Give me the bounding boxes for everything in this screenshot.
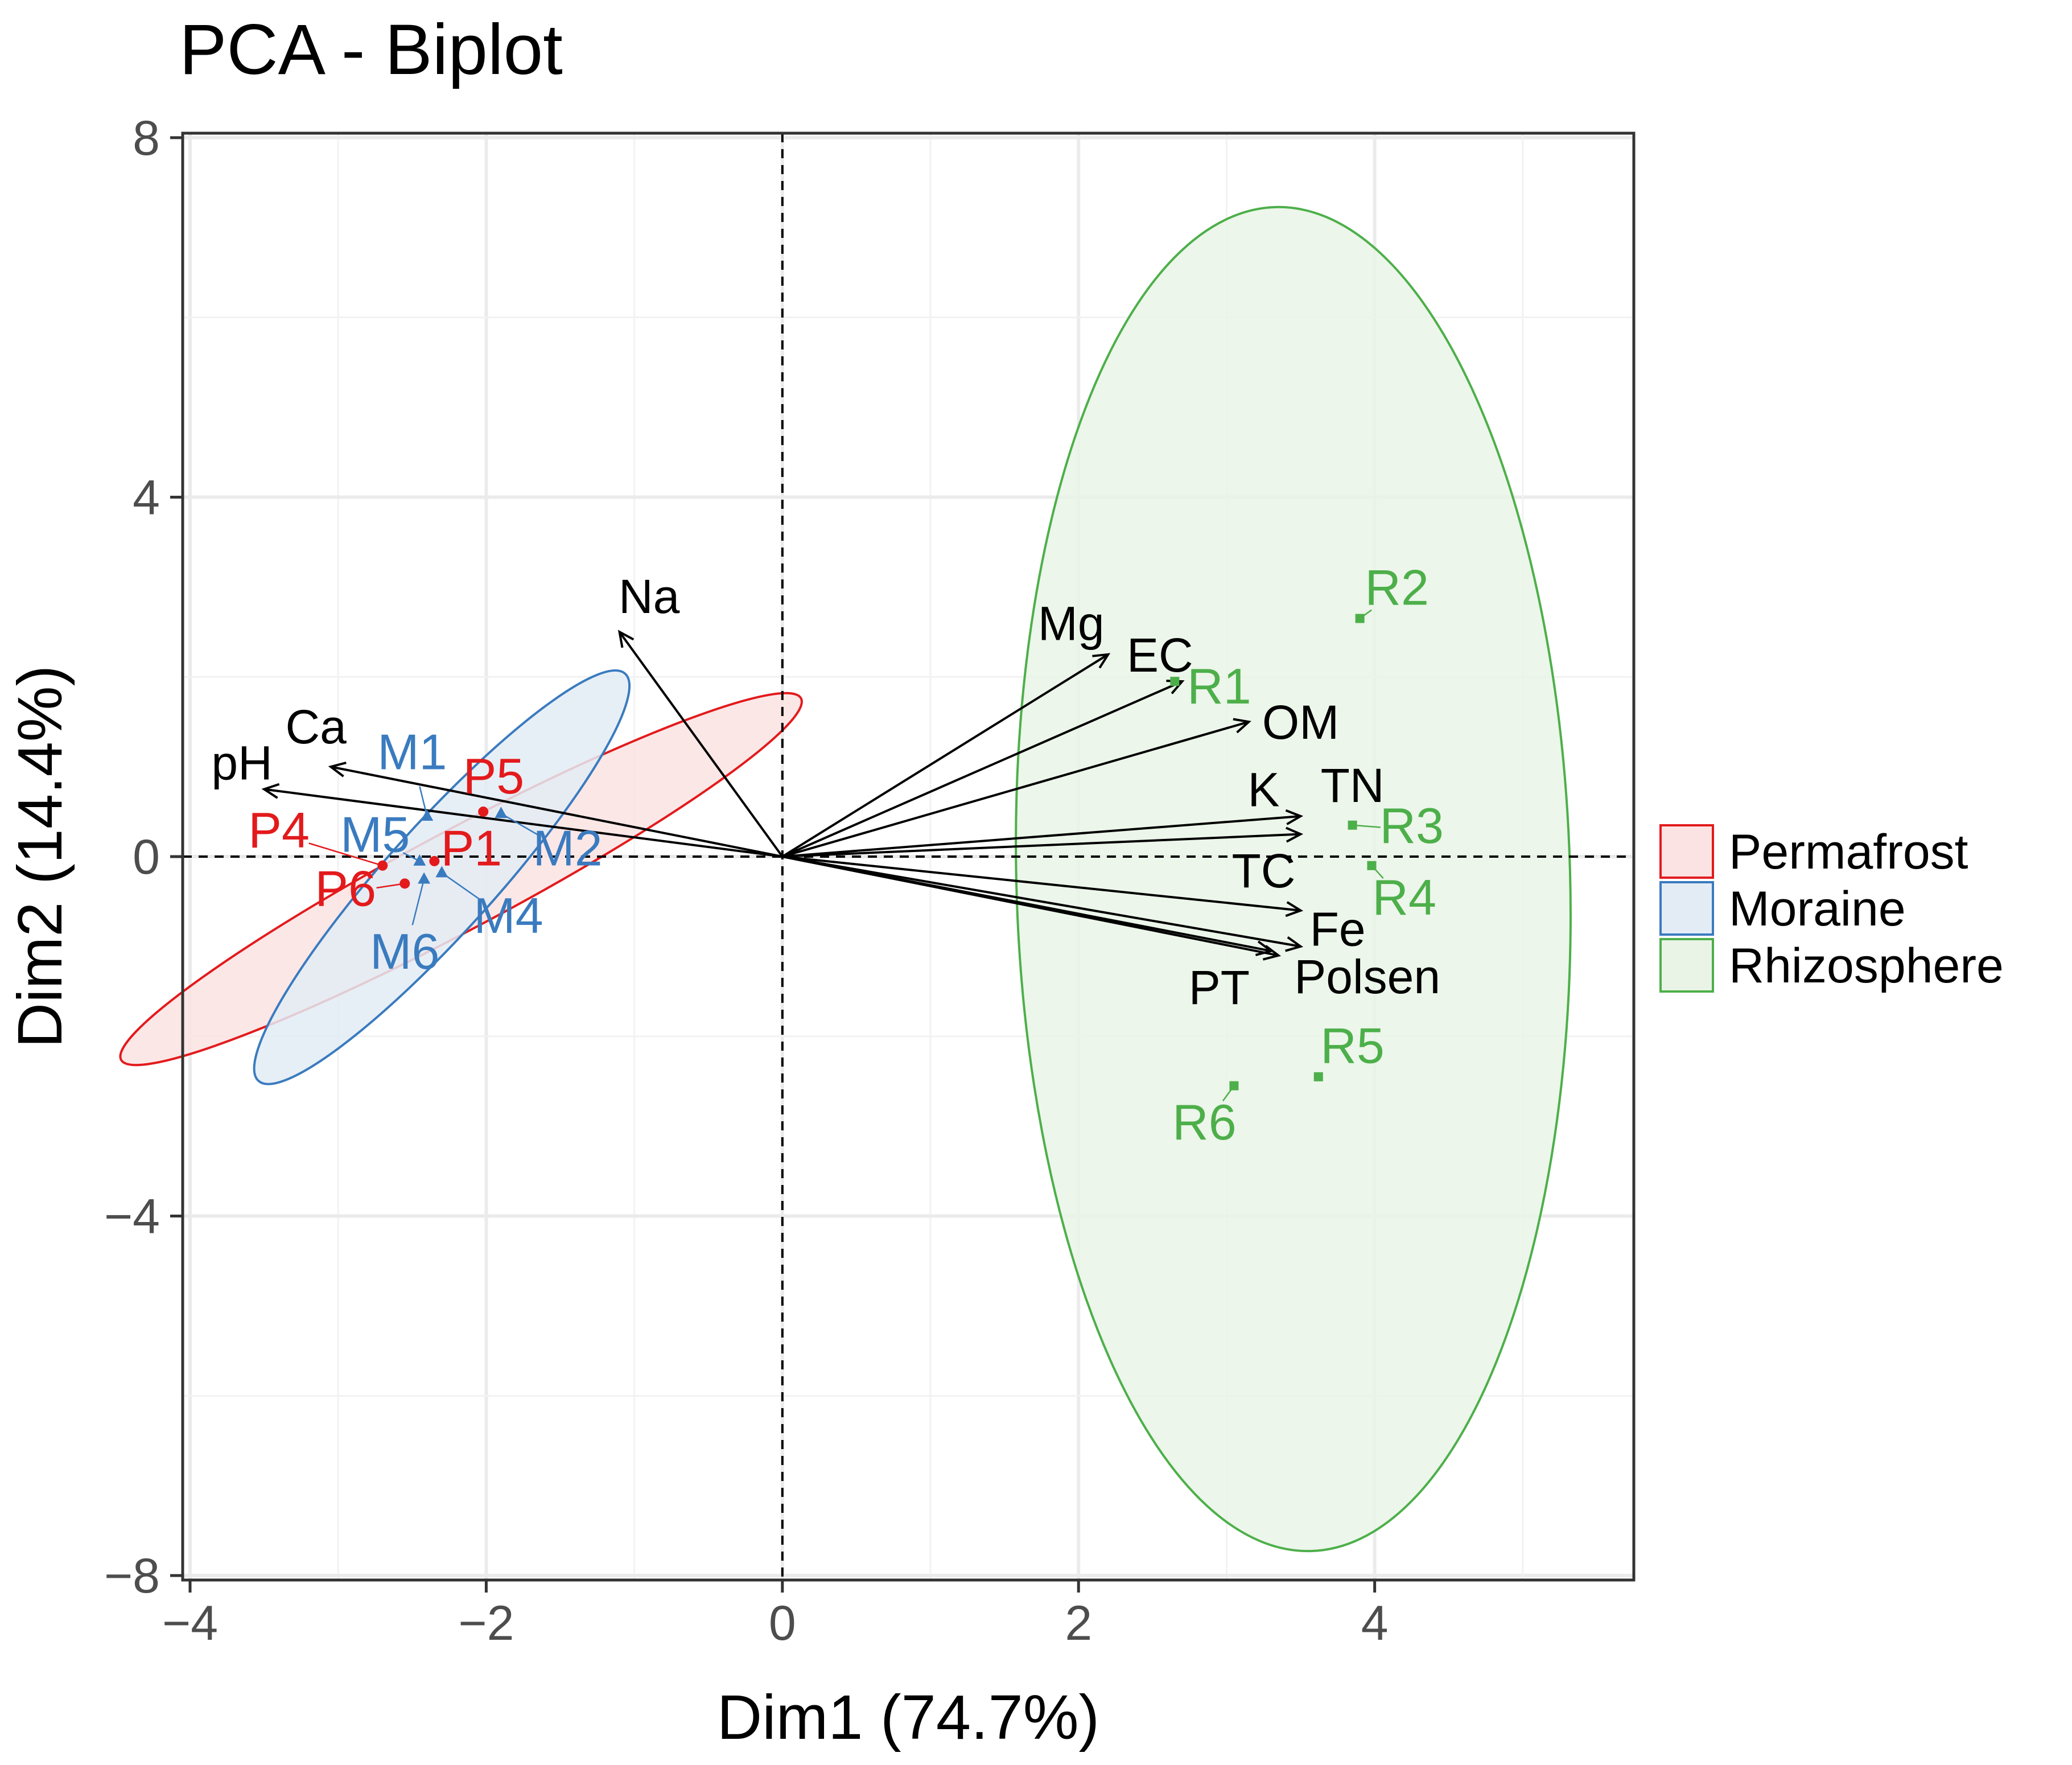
arrowhead-mg xyxy=(1092,653,1111,669)
point-label-r5: R5 xyxy=(1320,1018,1385,1074)
chart-title: PCA - Biplot xyxy=(179,10,563,89)
label-leader-r3 xyxy=(1352,824,1381,828)
point-label-p1: P1 xyxy=(441,820,502,876)
point-p5 xyxy=(478,807,489,817)
point-labels: P1 P4 P5 P6 M1 M2 M4 M5 M6 R1 R2 R3 R4 R5 R6 xyxy=(248,559,1444,1150)
variable-label-na: Na xyxy=(619,570,680,623)
arrowhead-om xyxy=(1233,718,1251,734)
x-tick-label: 4 xyxy=(1361,1596,1389,1651)
point-label-m2: M2 xyxy=(533,820,602,876)
variable-arrow-fe xyxy=(782,855,1301,948)
point-label-p4: P4 xyxy=(248,802,310,858)
variable-label-polsen: Polsen xyxy=(1294,950,1440,1003)
point-label-r4: R4 xyxy=(1372,869,1436,925)
variable-arrow-om xyxy=(782,721,1250,858)
arrowhead-tn xyxy=(1286,826,1304,843)
label-leader-m1 xyxy=(419,786,428,817)
point-p1 xyxy=(429,855,440,866)
point-label-r3: R3 xyxy=(1379,797,1444,854)
point-m5 xyxy=(413,854,426,866)
legend-key-permafrost xyxy=(1659,824,1714,879)
y-tick-label: −8 xyxy=(104,1549,160,1603)
y-tick-label: 8 xyxy=(133,111,160,166)
label-leader-m5 xyxy=(402,852,420,862)
point-label-m5: M5 xyxy=(340,807,410,863)
variable-arrow-k xyxy=(782,814,1301,858)
variable-label-pt: PT xyxy=(1189,961,1250,1014)
point-label-p6: P6 xyxy=(315,860,376,916)
variable-arrow-pt xyxy=(782,855,1271,952)
arrowhead-pt xyxy=(1255,940,1274,956)
arrowhead-ph xyxy=(261,783,280,799)
x-tick-label: −2 xyxy=(458,1596,514,1651)
arrowhead-tc xyxy=(1285,901,1304,918)
point-r5 xyxy=(1313,1072,1323,1081)
legend-key-rhizosphere xyxy=(1659,938,1714,993)
point-r1 xyxy=(1170,677,1180,686)
x-tick-label: 2 xyxy=(1065,1596,1092,1651)
variable-arrow-tc xyxy=(782,855,1301,912)
variable-label-k: K xyxy=(1247,763,1279,817)
point-label-p5: P5 xyxy=(463,748,525,804)
variable-arrow-na xyxy=(618,631,784,858)
label-leader-r2 xyxy=(1359,609,1372,619)
variable-arrow-ca xyxy=(330,766,783,858)
legend-label-permafrost: Permafrost xyxy=(1729,825,1968,879)
legend-label-rhizosphere: Rhizosphere xyxy=(1729,939,2004,993)
x-axis-label: Dim1 (74.7%) xyxy=(717,1682,1099,1752)
point-label-r1: R1 xyxy=(1187,658,1251,714)
arrowhead-na xyxy=(617,630,635,648)
variable-label-om: OM xyxy=(1262,696,1339,749)
y-tick-label: 4 xyxy=(133,470,160,525)
variable-label-mg: Mg xyxy=(1038,597,1105,651)
legend-key-moraine xyxy=(1659,881,1714,936)
point-m6 xyxy=(418,872,431,884)
point-label-m6: M6 xyxy=(370,923,439,980)
arrowhead-k xyxy=(1285,809,1304,825)
variable-label-ec: EC xyxy=(1127,628,1193,682)
label-leader-r4 xyxy=(1371,865,1384,879)
variable-arrow-ph xyxy=(263,788,783,858)
variable-label-fe: Fe xyxy=(1310,902,1366,956)
label-leader-p6 xyxy=(376,883,405,889)
y-tick-label: 0 xyxy=(133,830,160,884)
point-label-m1: M1 xyxy=(377,723,447,780)
point-label-m4: M4 xyxy=(473,887,543,944)
label-leader-p4 xyxy=(308,842,383,866)
label-leader-m4 xyxy=(441,872,484,902)
x-axis: −4 −2 0 2 4 xyxy=(162,1580,1389,1651)
arrowhead-fe xyxy=(1285,936,1304,952)
variable-arrow-mg xyxy=(781,653,1109,858)
arrowhead-ca xyxy=(328,762,347,777)
variable-arrow-tn xyxy=(782,833,1301,858)
variable-label-tn: TN xyxy=(1321,759,1385,812)
x-tick-label: 0 xyxy=(769,1596,796,1651)
label-leader-m2 xyxy=(500,813,541,837)
variable-label-tc: TC xyxy=(1231,844,1295,898)
label-leader-r6 xyxy=(1222,1085,1235,1102)
y-axis-label: Dim2 (14.4%) xyxy=(5,665,75,1048)
variable-label-ca: Ca xyxy=(285,700,347,754)
y-tick-label: −4 xyxy=(104,1190,160,1244)
point-label-r2: R2 xyxy=(1365,559,1429,615)
x-tick-label: −4 xyxy=(162,1596,218,1651)
variable-label-ph: pH xyxy=(211,736,272,789)
point-label-r6: R6 xyxy=(1172,1094,1237,1150)
legend-label-moraine: Moraine xyxy=(1729,882,1906,936)
label-leader-m6 xyxy=(411,879,425,925)
variable-arrow-ec xyxy=(782,680,1183,858)
y-axis: −8 −4 0 4 8 xyxy=(104,111,183,1603)
confidence-ellipse-rhizosphere xyxy=(1015,205,1572,1553)
